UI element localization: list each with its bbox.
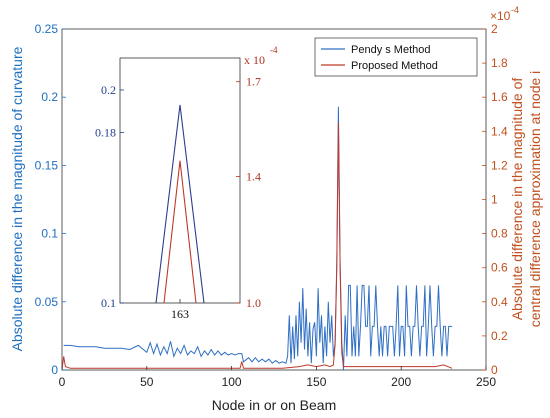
x-axis-label: Node in or on Beam (212, 397, 337, 413)
inset-series-line-proposed (163, 160, 197, 304)
inset-exponent: x 10 (244, 53, 265, 67)
series-layer (61, 106, 453, 371)
y-right-tick-label: 1.2 (491, 158, 508, 172)
y-left-tick-label: 0 (51, 363, 58, 377)
y-left-tick-label: 0.25 (35, 22, 59, 36)
y-right-tick-label: 0 (491, 363, 498, 377)
inset-zoom: 0.1 0.18 0.2 1.0 1.4 1.7 163 x 10 -4 (95, 45, 278, 321)
y-right-axis-label-line2: central difference approximation at node… (527, 71, 543, 328)
series-line-1 (61, 122, 453, 371)
inset-left-tick-label: 0.18 (95, 126, 116, 140)
inset-series-layer: 0.1 0.18 0.2 1.0 1.4 1.7 163 (95, 75, 261, 321)
right-axis-exponent-power: -4 (511, 5, 519, 15)
x-tick-label: 200 (391, 375, 411, 389)
y-right-axis-label-line1: Absolute difference in the magnitude of (509, 78, 525, 321)
y-right-tick-label: 1 (491, 193, 498, 207)
inset-right-tick-label: 1.4 (246, 170, 261, 184)
x-tick-label: 150 (306, 375, 326, 389)
y-right-tick-label: 1.8 (491, 56, 508, 70)
legend-label-proposed: Proposed Method (351, 60, 438, 72)
series-line-0 (63, 106, 453, 371)
x-tick-label: 100 (222, 375, 242, 389)
x-tick-label: 0 (59, 375, 66, 389)
inset-x-tick-label: 163 (171, 307, 189, 321)
legend: Pendy s Method Proposed Method (314, 37, 478, 77)
y-left-tick-label: 0.05 (35, 295, 59, 309)
y-right-tick-label: 1.4 (491, 124, 508, 138)
inset-left-tick-label: 0.2 (101, 83, 116, 97)
y-left-axis-label: Absolute difference in the magnitude of … (9, 46, 25, 351)
y-right-tick-label: 0.4 (491, 295, 508, 309)
inset-series-line-pendy (155, 104, 205, 304)
inset-right-tick-label: 1.7 (246, 75, 261, 89)
inset-right-tick-label: 1.0 (246, 296, 261, 310)
y-right-tick-label: 1.6 (491, 90, 508, 104)
legend-label-pendy: Pendy s Method (351, 44, 431, 56)
x-tick-label: 50 (140, 375, 154, 389)
inset-exponent-power: -4 (270, 45, 278, 55)
y-left-tick-label: 0.2 (41, 90, 58, 104)
y-right-tick-label: 0.6 (491, 261, 508, 275)
y-right-tick-label: 2 (491, 22, 498, 36)
y-right-tick-label: 0.8 (491, 227, 508, 241)
y-left-tick-label: 0.1 (41, 227, 58, 241)
x-tick-label: 250 (476, 375, 496, 389)
ticks-layer: 0 50 100 150 200 25000.050.10.150.20.2500.20.… (35, 22, 508, 389)
right-axis-exponent: ×10 (490, 9, 511, 23)
y-left-tick-label: 0.15 (35, 158, 59, 172)
legend-box (314, 37, 478, 77)
y-right-tick-label: 0.2 (491, 329, 508, 343)
inset-left-tick-label: 0.1 (101, 296, 116, 310)
inset-frame (119, 57, 241, 304)
